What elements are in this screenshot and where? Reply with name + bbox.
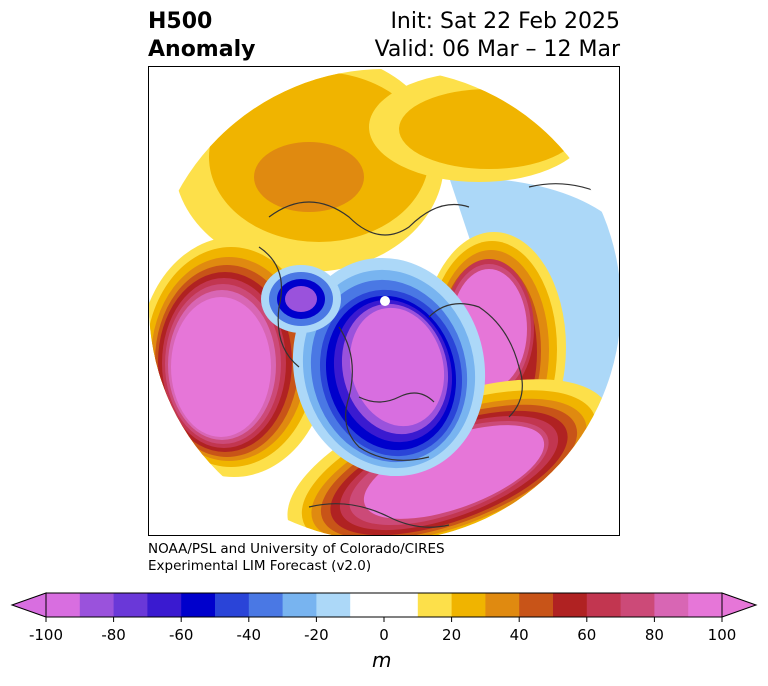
- colorbar-tick-label: -100: [28, 626, 64, 644]
- colorbar-tick-label: 40: [509, 626, 529, 644]
- colorbar-swatch: [654, 593, 689, 617]
- colorbar-tick-label: -40: [236, 626, 262, 644]
- colorbar-swatch: [620, 593, 655, 617]
- colorbar-swatch: [147, 593, 182, 617]
- credit-line-2: Experimental LIM Forecast (v2.0): [148, 558, 372, 574]
- colorbar-swatch: [553, 593, 588, 617]
- colorbar-swatch: [350, 593, 385, 617]
- colorbar-swatch: [451, 593, 486, 617]
- title-field: Anomaly: [148, 37, 256, 62]
- colorbar-swatch: [688, 593, 723, 617]
- init-date: Init: Sat 22 Feb 2025: [390, 9, 620, 34]
- colorbar-tick-label: 20: [442, 626, 462, 644]
- colorbar-swatch: [586, 593, 622, 617]
- valid-range: Valid: 06 Mar – 12 Mar: [374, 37, 620, 62]
- anomaly-map: [149, 69, 619, 535]
- colorbar-swatch: [384, 593, 419, 617]
- colorbar-tick-label: 100: [707, 626, 737, 644]
- colorbar-swatch: [248, 593, 284, 617]
- colorbar-swatch: [79, 593, 115, 617]
- colorbar-unit: m: [372, 648, 392, 672]
- map-panel: [148, 66, 620, 536]
- colorbar-tick-label: 80: [644, 626, 664, 644]
- colorbar-swatch: [316, 593, 351, 617]
- colorbar-tick-label: -60: [168, 626, 194, 644]
- anomaly-region-small-low: [261, 265, 341, 333]
- title-right: Init: Sat 22 Feb 2025 Valid: 06 Mar – 12…: [375, 8, 620, 64]
- colorbar-swatch: [46, 593, 81, 617]
- colorbar: [10, 592, 758, 622]
- colorbar-extend-high: [721, 592, 758, 618]
- colorbar-swatch: [113, 593, 148, 617]
- north-pole-marker: [380, 296, 390, 306]
- colorbar-tick-label: 60: [577, 626, 597, 644]
- colorbar-swatch: [417, 593, 453, 617]
- colorbar-tick-label: -20: [304, 626, 329, 644]
- colorbar-extend-low: [10, 592, 47, 618]
- credit-line-1: NOAA/PSL and University of Colorado/CIRE…: [148, 541, 445, 557]
- colorbar-swatch: [282, 593, 317, 617]
- colorbar-tick-label: -80: [101, 626, 126, 644]
- title-left: H500 Anomaly: [148, 8, 255, 64]
- colorbar-swatch: [181, 593, 216, 617]
- credit-text: NOAA/PSL and University of Colorado/CIRE…: [148, 541, 445, 575]
- colorbar-tick-label: 0: [379, 626, 389, 644]
- anomaly-region-southeast-high: [287, 379, 611, 535]
- colorbar-swatch: [485, 593, 520, 617]
- colorbar-swatch: [519, 593, 554, 617]
- title-variable: H500: [148, 9, 213, 34]
- colorbar-swatch: [215, 593, 250, 617]
- colorbar-tick-labels: -100 -80 -60 -40 -20 0 20 40 60 80 100: [0, 626, 768, 646]
